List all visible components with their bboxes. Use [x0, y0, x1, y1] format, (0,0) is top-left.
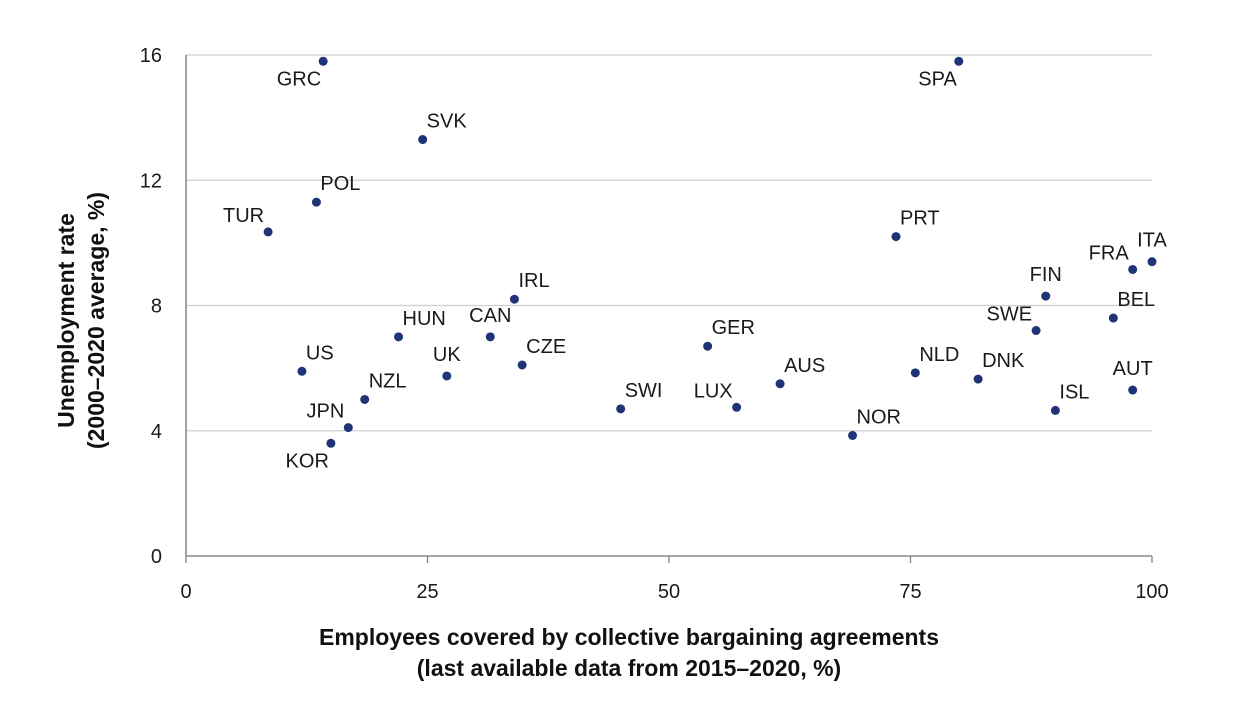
point-label-swe: SWE — [987, 304, 1033, 326]
point-us — [297, 366, 307, 376]
point-aut — [1128, 385, 1138, 395]
point-label-swi: SWI — [625, 380, 663, 402]
x-axis-title-line: (last available data from 2015–2020, %) — [417, 655, 841, 681]
y-tick-label: 4 — [151, 421, 162, 443]
point-label-prt: PRT — [900, 208, 940, 230]
y-axis-title-line: (2000–2020 average, %) — [83, 192, 109, 449]
point-label-svk: SVK — [427, 111, 468, 133]
point-label-nld: NLD — [919, 344, 959, 366]
point-ger — [703, 341, 713, 351]
point-label-cze: CZE — [526, 336, 566, 358]
point-grc — [318, 56, 328, 66]
y-tick-label: 8 — [151, 296, 162, 318]
point-label-irl: IRL — [518, 270, 549, 292]
point-label-kor: KOR — [286, 450, 329, 472]
point-label-hun: HUN — [403, 308, 446, 330]
data-points: GRC SPA SVK POL TUR PRT ITA FRA FIN IRL BEL SWE HUN C… — [223, 56, 1167, 472]
point-nor — [848, 430, 858, 440]
point-kor — [326, 438, 336, 448]
x-tick-label: 0 — [180, 581, 191, 603]
x-tick-label: 50 — [658, 581, 680, 603]
point-uk — [442, 371, 452, 381]
point-fin — [1041, 291, 1051, 301]
point-tur — [263, 227, 273, 237]
point-can — [485, 332, 495, 342]
point-label-uk: UK — [433, 344, 461, 366]
point-swe — [1031, 326, 1041, 336]
point-swi — [616, 404, 626, 414]
x-axis-title-line: Employees covered by collective bargaini… — [319, 624, 939, 650]
point-isl — [1050, 405, 1060, 415]
point-label-ger: GER — [712, 317, 755, 339]
point-ita — [1147, 257, 1157, 267]
point-label-can: CAN — [469, 305, 511, 327]
point-label-tur: TUR — [223, 205, 264, 227]
point-svk — [418, 135, 428, 145]
x-tick-labels: 0 25 50 75 100 — [180, 556, 1169, 603]
y-tick-label: 0 — [151, 546, 162, 568]
point-irl — [509, 294, 519, 304]
point-label-nzl: NZL — [369, 370, 407, 392]
x-axis-title: Employees covered by collective bargaini… — [319, 624, 939, 681]
point-label-fin: FIN — [1030, 264, 1062, 286]
y-tick-labels: 0 4 8 12 16 — [140, 45, 162, 568]
point-lux — [732, 402, 742, 412]
point-label-grc: GRC — [277, 68, 321, 90]
point-label-lux: LUX — [694, 380, 733, 402]
point-pol — [311, 197, 321, 207]
point-label-us: US — [306, 342, 334, 364]
point-label-pol: POL — [320, 173, 360, 195]
point-label-jpn: JPN — [306, 401, 344, 423]
point-spa — [954, 56, 964, 66]
point-label-dnk: DNK — [982, 350, 1025, 372]
point-label-nor: NOR — [857, 406, 901, 428]
x-tick-label: 75 — [899, 581, 921, 603]
y-axis-title-line: Unemployment rate — [53, 213, 79, 428]
y-tick-label: 16 — [140, 45, 162, 67]
point-dnk — [973, 374, 983, 384]
x-tick-label: 100 — [1135, 581, 1168, 603]
point-prt — [891, 232, 901, 242]
point-jpn — [343, 423, 353, 433]
point-label-aus: AUS — [784, 355, 825, 377]
point-label-spa: SPA — [918, 68, 957, 90]
point-aus — [775, 379, 785, 389]
point-label-bel: BEL — [1117, 289, 1155, 311]
point-label-aut: AUT — [1113, 358, 1153, 380]
y-axis-title: Unemployment rate (2000–2020 average, %) — [53, 192, 109, 449]
point-nld — [910, 368, 920, 378]
point-cze — [517, 360, 527, 370]
point-label-fra: FRA — [1089, 242, 1130, 264]
point-label-ita: ITA — [1137, 230, 1167, 252]
point-bel — [1108, 313, 1118, 323]
point-label-isl: ISL — [1059, 381, 1089, 403]
point-fra — [1128, 264, 1138, 274]
point-nzl — [360, 394, 370, 404]
x-tick-label: 25 — [416, 581, 438, 603]
point-hun — [394, 332, 404, 342]
y-tick-label: 12 — [140, 170, 162, 192]
